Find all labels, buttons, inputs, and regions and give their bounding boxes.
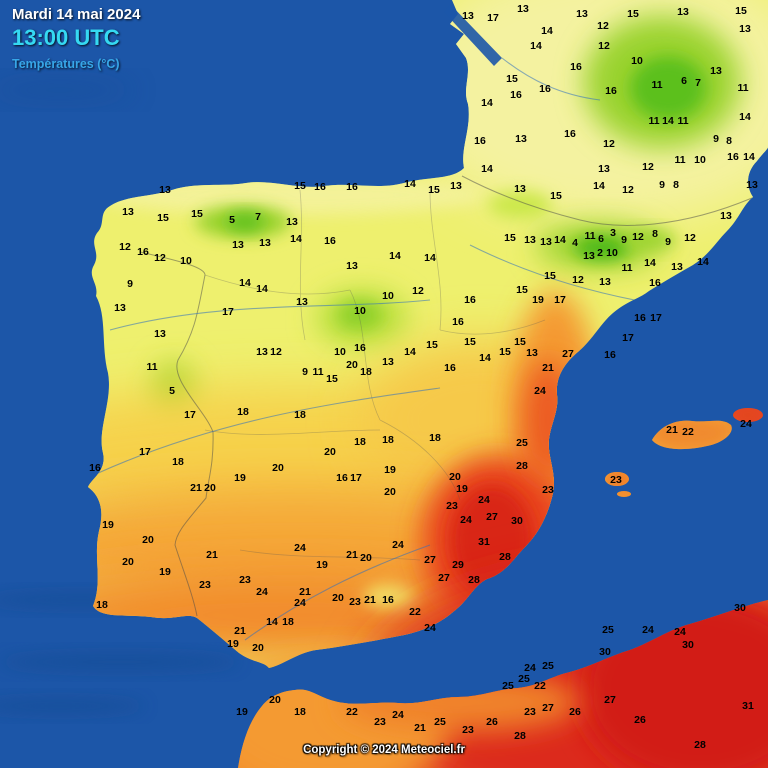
gironde-estuary (444, 4, 502, 66)
formentera-island (617, 491, 631, 497)
map-header: Mardi 14 mai 2024 13:00 UTC Températures… (12, 6, 140, 71)
copyright-label: Copyright © 2024 Meteociel.fr (303, 744, 465, 756)
province-borders (204, 189, 546, 561)
admin-borders (139, 175, 753, 617)
date-label: Mardi 14 mai 2024 (12, 6, 141, 23)
time-label: 13:00 UTC (12, 25, 120, 50)
subtitle-label: Températures (°C) (12, 57, 120, 71)
rivers (95, 57, 646, 641)
